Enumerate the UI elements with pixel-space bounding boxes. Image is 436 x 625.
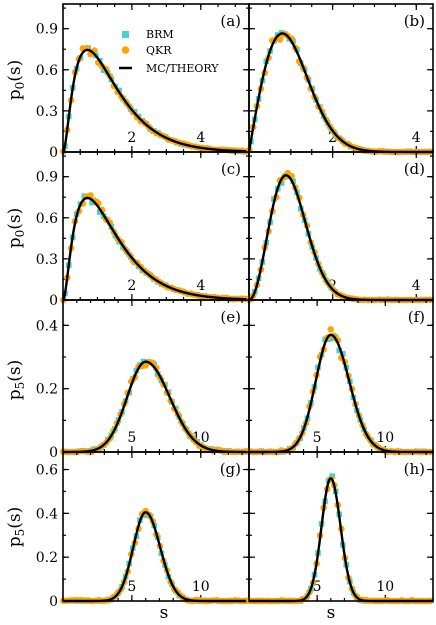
theory-curve (62, 196, 250, 301)
panel-label: (g) (220, 460, 241, 478)
x-tick-label: 10 (192, 579, 210, 595)
theory-curve (249, 333, 433, 454)
x-tick-label: 4 (412, 278, 421, 294)
x-tick-label: 5 (127, 430, 136, 446)
theory-curve (62, 48, 250, 153)
x-axis-label-right: s (327, 603, 336, 623)
panel-b: 2 4 (b) (246, 3, 434, 156)
panel-frame (248, 451, 434, 602)
legend-brm-marker (122, 31, 129, 38)
y-tick-label: 0.4 (36, 506, 58, 522)
qkr-point (276, 36, 284, 43)
panel-frame (248, 299, 434, 453)
y-axis-label-row4: p5(s) (5, 507, 27, 548)
y-tick-label: 0.4 (36, 318, 58, 334)
y-tick-label: 0.9 (36, 22, 58, 38)
panel-label: (f) (408, 308, 425, 326)
y-tick-label: 0.2 (36, 550, 58, 566)
x-tick-label: 2 (328, 130, 337, 146)
legend-qkr-marker (121, 46, 130, 54)
y-tick-label: 0.6 (36, 63, 58, 79)
panel-label: (e) (220, 308, 241, 326)
qkr-point (327, 326, 335, 333)
y-tick-label: 0.9 (36, 170, 58, 186)
y-tick-label: 0 (49, 445, 58, 461)
panel-label: (b) (404, 12, 425, 30)
theory-curve (247, 32, 433, 154)
x-tick-label: 4 (196, 130, 205, 146)
theory-curve (249, 477, 433, 603)
y-tick-label: 0.6 (36, 211, 58, 227)
legend-theory-label: MC/THEORY (146, 62, 219, 75)
x-tick-label: 5 (313, 579, 322, 595)
theory-curve (248, 174, 433, 302)
legend: BRM QKR MC/THEORY (119, 28, 219, 75)
x-tick-label: 5 (313, 430, 322, 446)
y-tick-label: 0 (49, 293, 58, 309)
y-tick-label: 0 (49, 145, 58, 161)
y-axis-label-row2: p0(s) (5, 208, 27, 249)
x-tick-label: 2 (127, 278, 136, 294)
x-tick-label: 4 (412, 130, 421, 146)
x-tick-label: 10 (376, 430, 394, 446)
x-tick-label: 10 (376, 579, 394, 595)
x-tick-label: 5 (127, 579, 136, 595)
legend-brm-label: BRM (146, 28, 174, 41)
panel-c: 2 4 0 0.3 0.6 0.9 (c) (36, 151, 250, 309)
panel-d: 24(d) (246, 151, 434, 304)
panel-a: 2 4 0 0.3 0.6 0.9 (a) (36, 3, 250, 161)
panel-label: (c) (221, 160, 241, 178)
y-tick-label: 0 (49, 594, 58, 610)
theory-curve (62, 360, 249, 454)
y-axis-label-row3: p5(s) (5, 360, 27, 401)
x-tick-label: 4 (196, 278, 205, 294)
panel-f: 5 10 (f) (246, 299, 435, 456)
y-tick-label: 0.3 (36, 252, 58, 268)
y-tick-label: 0.2 (36, 382, 58, 398)
x-axis-label-left: s (160, 603, 169, 623)
y-tick-label: 0.3 (36, 104, 58, 120)
y-tick-label: 0.6 (36, 463, 58, 479)
panel-h: 5 10 (h) (246, 451, 435, 605)
brm-point (336, 347, 343, 354)
x-tick-label: 2 (127, 130, 136, 146)
panel-label: (h) (404, 460, 425, 478)
panel-label: (a) (220, 12, 241, 30)
y-axis-label-row1: p0(s) (5, 60, 27, 101)
panel-g: 5 10 0 0.2 0.4 0.6 (g) (36, 451, 251, 610)
panel-label: (d) (404, 160, 425, 178)
legend-qkr-label: QKR (146, 44, 172, 57)
